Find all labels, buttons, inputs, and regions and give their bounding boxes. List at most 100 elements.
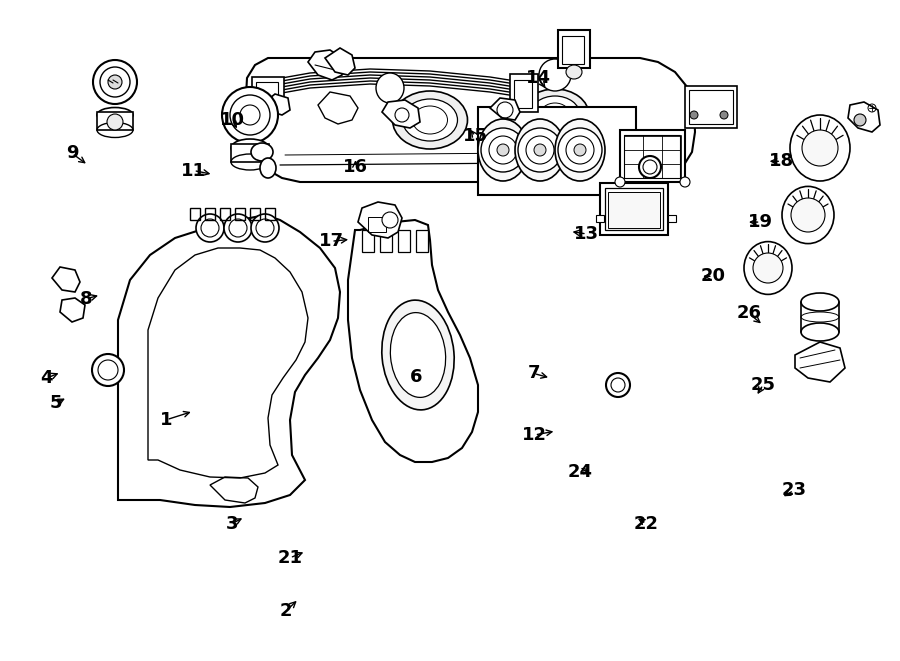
Text: 10: 10 xyxy=(220,111,245,130)
Bar xyxy=(685,86,737,128)
Ellipse shape xyxy=(801,323,839,341)
Polygon shape xyxy=(348,220,478,462)
Bar xyxy=(623,150,633,165)
Circle shape xyxy=(558,128,602,172)
Polygon shape xyxy=(382,100,420,128)
Bar xyxy=(97,112,133,130)
Text: 25: 25 xyxy=(751,375,776,394)
Circle shape xyxy=(574,144,586,156)
Bar xyxy=(250,208,260,220)
Text: 22: 22 xyxy=(634,514,659,533)
Bar xyxy=(510,74,538,112)
Circle shape xyxy=(680,177,690,187)
Bar xyxy=(478,107,636,195)
Text: 21: 21 xyxy=(277,549,302,567)
Polygon shape xyxy=(318,92,358,124)
Bar xyxy=(668,215,676,222)
Circle shape xyxy=(854,114,866,126)
Bar xyxy=(562,36,584,64)
Ellipse shape xyxy=(782,186,834,244)
Circle shape xyxy=(481,128,525,172)
Text: 3: 3 xyxy=(226,514,239,533)
Text: 7: 7 xyxy=(527,364,540,383)
Ellipse shape xyxy=(391,313,446,397)
Text: 1: 1 xyxy=(160,410,173,429)
Text: 2: 2 xyxy=(280,602,292,620)
Bar xyxy=(689,90,733,124)
Polygon shape xyxy=(325,48,355,75)
Polygon shape xyxy=(795,342,845,382)
Polygon shape xyxy=(848,102,880,132)
Polygon shape xyxy=(358,202,402,238)
Ellipse shape xyxy=(802,130,838,166)
Polygon shape xyxy=(308,50,342,80)
Circle shape xyxy=(690,111,698,119)
Ellipse shape xyxy=(97,108,133,122)
Ellipse shape xyxy=(260,158,276,178)
Text: 23: 23 xyxy=(781,481,806,500)
Bar xyxy=(398,230,410,252)
Polygon shape xyxy=(490,98,520,120)
Circle shape xyxy=(518,128,562,172)
Circle shape xyxy=(615,177,625,187)
Ellipse shape xyxy=(790,115,850,181)
Text: 12: 12 xyxy=(522,426,547,444)
Bar xyxy=(600,183,668,235)
Text: 4: 4 xyxy=(40,369,53,387)
Text: 15: 15 xyxy=(463,127,488,145)
Circle shape xyxy=(382,212,398,228)
Bar xyxy=(205,208,215,220)
Ellipse shape xyxy=(392,91,467,149)
Bar xyxy=(252,77,284,112)
Bar xyxy=(514,80,532,108)
Bar xyxy=(624,135,680,178)
Ellipse shape xyxy=(478,119,528,181)
Bar xyxy=(596,215,604,222)
Text: 14: 14 xyxy=(526,69,551,87)
Circle shape xyxy=(639,156,661,178)
Circle shape xyxy=(224,214,252,242)
Bar xyxy=(620,130,685,182)
Polygon shape xyxy=(265,94,290,115)
Ellipse shape xyxy=(744,242,792,294)
Text: 11: 11 xyxy=(181,161,206,180)
Ellipse shape xyxy=(791,198,825,232)
Polygon shape xyxy=(246,58,695,182)
Text: 16: 16 xyxy=(343,157,368,176)
Ellipse shape xyxy=(382,300,454,410)
Bar xyxy=(256,82,278,108)
Ellipse shape xyxy=(530,96,580,134)
Bar xyxy=(190,208,200,220)
Text: 18: 18 xyxy=(769,152,794,171)
Text: 24: 24 xyxy=(568,463,593,481)
Text: 26: 26 xyxy=(736,304,761,323)
Polygon shape xyxy=(118,215,340,507)
Ellipse shape xyxy=(566,65,582,79)
Text: 8: 8 xyxy=(80,290,93,308)
Text: 5: 5 xyxy=(50,394,62,412)
Text: 20: 20 xyxy=(700,267,725,286)
Bar xyxy=(608,192,660,228)
Ellipse shape xyxy=(251,143,273,161)
Circle shape xyxy=(720,111,728,119)
Circle shape xyxy=(196,214,224,242)
Circle shape xyxy=(534,144,546,156)
Ellipse shape xyxy=(402,99,457,141)
Text: 13: 13 xyxy=(574,225,599,243)
Text: 6: 6 xyxy=(410,368,422,386)
Ellipse shape xyxy=(515,119,565,181)
Bar xyxy=(605,188,663,230)
Bar xyxy=(231,144,269,162)
Bar xyxy=(380,230,392,252)
Bar xyxy=(368,217,386,232)
Text: 19: 19 xyxy=(748,213,773,231)
Circle shape xyxy=(251,214,279,242)
Bar xyxy=(265,208,275,220)
Bar xyxy=(558,30,590,68)
Circle shape xyxy=(92,354,124,386)
Circle shape xyxy=(107,114,123,130)
Circle shape xyxy=(539,59,571,91)
Bar xyxy=(235,208,245,220)
Circle shape xyxy=(497,144,509,156)
Text: 9: 9 xyxy=(66,144,78,163)
